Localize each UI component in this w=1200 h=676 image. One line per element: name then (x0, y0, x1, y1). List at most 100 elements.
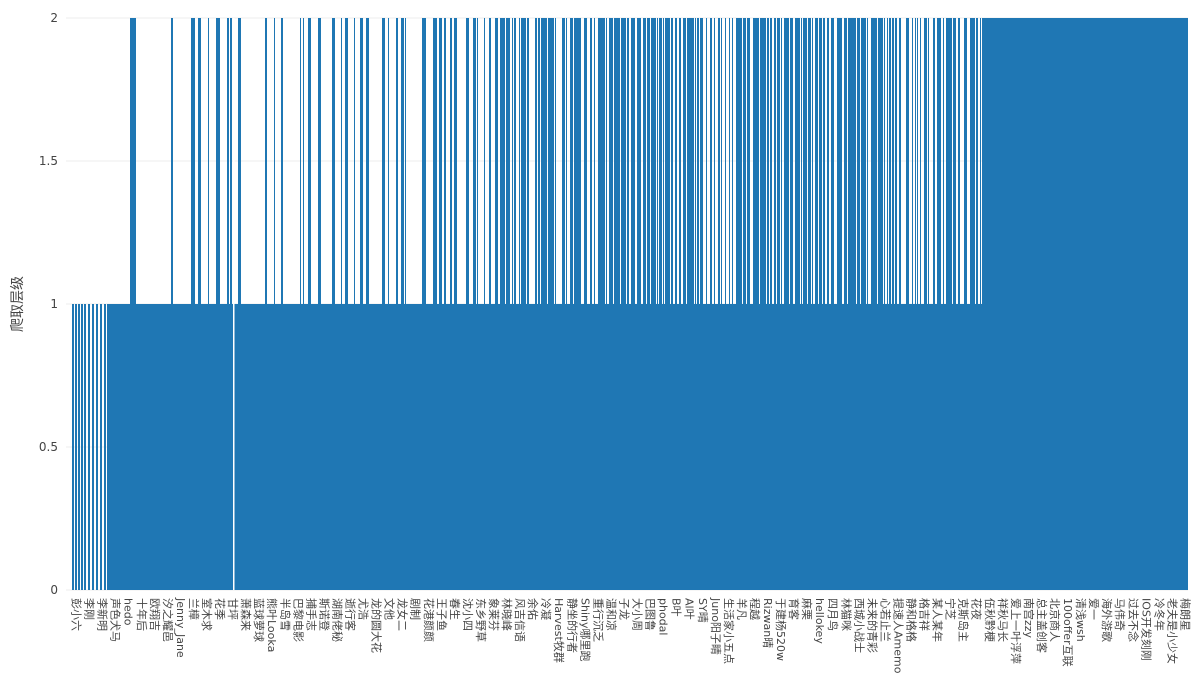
x-tick-label: 于建杨520w (774, 598, 788, 661)
bar-level-2 (637, 18, 640, 590)
bar-level-2 (801, 18, 802, 590)
bar-level-2 (687, 18, 690, 590)
bar-level-2 (454, 18, 457, 590)
bar-level-2 (500, 18, 502, 590)
bar-level-2 (643, 18, 646, 590)
bar-level-1 (88, 304, 90, 590)
bar-level-2 (721, 18, 722, 590)
bar-level-2 (876, 18, 877, 590)
x-tick-label: 100offer互联 (1061, 598, 1074, 667)
bar-level-2 (889, 18, 891, 590)
bar-level-2 (850, 18, 853, 590)
y-tick-label: 0 (50, 583, 58, 597)
bar-level-1 (84, 304, 86, 590)
x-tick-label: 心若止兰 (878, 598, 891, 642)
bar-level-2 (612, 18, 613, 590)
x-tick-label: 花港颜颜 (422, 598, 435, 642)
bar-level-2 (756, 18, 759, 590)
x-tick-label: 李新明 (96, 598, 110, 631)
bar-level-2 (949, 18, 952, 590)
bar-level-1 (78, 304, 80, 590)
bar-level-2 (906, 18, 908, 590)
bar-level-2 (697, 18, 699, 590)
bar-level-2 (892, 18, 894, 590)
bar-level-2 (747, 18, 750, 590)
bar-level-2 (506, 18, 509, 590)
x-tick-label: 祥秋马长 (996, 598, 1010, 642)
bar-level-2 (958, 18, 960, 590)
bar-level-2 (535, 18, 537, 590)
bar-level-2 (760, 18, 763, 590)
bar-level-2 (627, 18, 629, 590)
bar-level-2 (577, 18, 580, 590)
bar-level-1 (81, 304, 83, 590)
bar-level-2 (873, 18, 876, 590)
x-tick-label: 西城小战士 (852, 598, 865, 653)
x-tick-label: 大小周 (631, 598, 645, 631)
bar-level-2 (332, 18, 335, 590)
bar-level-2 (424, 18, 426, 590)
x-tick-label: 程越 (748, 598, 762, 620)
x-tick-label: hellokey (813, 598, 826, 644)
bar-level-2 (810, 18, 811, 590)
bar-level-2 (489, 18, 491, 590)
x-tick-label: 冷凝 (539, 598, 553, 620)
x-tick-label: 提速人Amemo (891, 598, 904, 674)
bar-level-2 (586, 18, 587, 590)
x-tick-label: 克斯岛主 (957, 598, 971, 642)
x-tick-label: 兰樟 (187, 598, 201, 620)
bar-level-2 (216, 18, 219, 590)
bar-level-2 (523, 18, 526, 590)
bar-level-2 (970, 18, 973, 590)
bar-level-2 (706, 18, 707, 590)
x-tick-label: 老夫是小少女 (1165, 598, 1179, 664)
bar-level-2 (819, 18, 822, 590)
bar-level-2 (943, 18, 944, 590)
bar-level-2 (663, 18, 664, 590)
bar-level-2 (541, 18, 544, 590)
bar-level-2 (833, 18, 834, 590)
x-tick-label: 甘坪 (226, 598, 239, 620)
bar-level-2 (848, 18, 851, 590)
bar-level-2 (509, 18, 510, 590)
bar-level-2 (679, 18, 681, 590)
bar-level-2 (915, 18, 916, 590)
bar-level-2 (475, 18, 476, 590)
x-tick-label: 麻栗 (800, 598, 814, 620)
bar-level-2 (647, 18, 650, 590)
x-tick-label: 王子鱼 (435, 598, 449, 631)
x-tick-label: 南宫zzy (1022, 598, 1036, 639)
bar-level-2 (920, 18, 921, 590)
x-tick-label: 尤浩 (357, 598, 370, 620)
x-tick-label: 林猫咪 (839, 598, 853, 631)
x-tick-label: 某人某年 (931, 598, 945, 642)
bar-level-2 (318, 18, 321, 590)
bar-level-2 (580, 18, 581, 590)
y-axis-ticks: 0 0.5 1 1.5 2 (39, 11, 58, 597)
x-tick-label: 育客 (787, 598, 801, 620)
bar-level-2 (803, 18, 805, 590)
bar-level-2 (725, 18, 726, 590)
x-tick-label: 熊叶Looka (265, 598, 279, 652)
bar-level-2 (238, 18, 241, 590)
x-tick-label: 逝行客 (344, 598, 358, 631)
bar-level-2 (527, 18, 529, 590)
bar-level-2 (320, 18, 321, 590)
bar-level-2 (976, 18, 978, 590)
bar-level-2 (659, 18, 662, 590)
x-tick-label: phodal (657, 598, 670, 635)
bar-level-2 (227, 18, 229, 590)
x-tick-label: B叶 (670, 598, 683, 617)
bar-level-2 (300, 18, 301, 590)
bar-level-2 (354, 18, 355, 590)
bar-level-2 (671, 18, 673, 590)
bar-level-2 (133, 18, 136, 590)
x-tick-label: 剧制 (409, 598, 422, 620)
x-tick-label: 花季 (213, 598, 226, 620)
bar-level-2 (864, 18, 866, 590)
bar-level-2 (606, 18, 607, 590)
bar-level-2 (924, 18, 927, 590)
x-tick-label: SY晴 (696, 598, 709, 623)
x-tick-label: IOS开发刻刚 (1139, 598, 1153, 661)
